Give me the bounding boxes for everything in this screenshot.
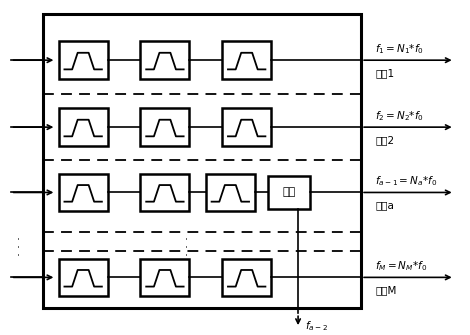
Bar <box>141 42 189 79</box>
Bar <box>222 259 271 296</box>
Bar <box>206 174 255 211</box>
Bar <box>222 42 271 79</box>
Bar <box>43 14 361 309</box>
Bar <box>59 108 108 146</box>
Text: 功分: 功分 <box>282 188 295 197</box>
Text: 通道M: 通道M <box>375 285 397 295</box>
Bar <box>59 174 108 211</box>
Bar <box>141 174 189 211</box>
Text: 通道a: 通道a <box>375 201 394 210</box>
Text: $f_2=N_2{*}f_0$: $f_2=N_2{*}f_0$ <box>375 109 424 123</box>
Bar <box>268 176 310 209</box>
Text: $f_M=N_M{*}f_0$: $f_M=N_M{*}f_0$ <box>375 259 427 273</box>
Text: $f_{a-1}=N_a{*}f_0$: $f_{a-1}=N_a{*}f_0$ <box>375 174 437 188</box>
Bar <box>141 108 189 146</box>
Bar <box>141 259 189 296</box>
Bar <box>222 108 271 146</box>
Text: · · ·: · · · <box>182 237 195 256</box>
Bar <box>59 259 108 296</box>
Text: $f_1=N_1{*}f_0$: $f_1=N_1{*}f_0$ <box>375 42 424 56</box>
Text: 通道2: 通道2 <box>375 135 394 145</box>
Text: · · ·: · · · <box>14 237 27 256</box>
Text: 通道1: 通道1 <box>375 68 394 78</box>
Bar <box>59 42 108 79</box>
Text: $f_{a-2}$: $f_{a-2}$ <box>305 320 328 333</box>
